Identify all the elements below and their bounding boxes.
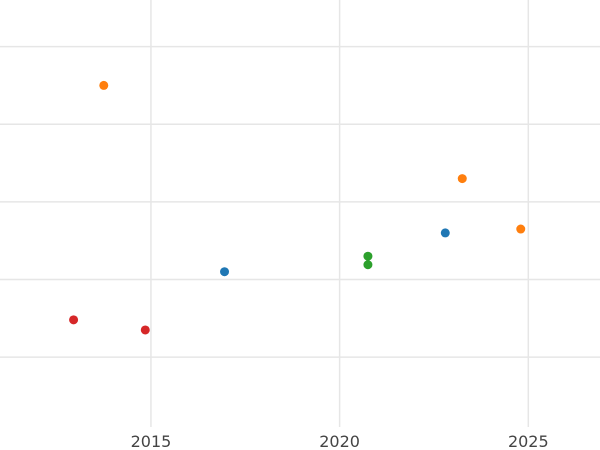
data-point-s2-1 [99,80,109,90]
x-axis-tick-labels: 2015 2020 2025 [131,432,549,450]
grid-lines [0,0,600,427]
data-point-s2-3 [516,224,526,234]
data-point-s1-1 [220,267,230,277]
data-point-s4-1 [69,315,79,325]
data-point-s2-2 [457,174,467,184]
data-point-s3-1 [363,251,373,261]
data-point-s4-2 [140,325,150,335]
data-points [69,80,526,335]
x-tick-label-2025: 2025 [508,432,549,450]
data-point-s1-2 [440,228,450,238]
data-point-s3-2 [363,260,373,270]
x-tick-label-2015: 2015 [131,432,172,450]
x-tick-label-2020: 2020 [319,432,360,450]
